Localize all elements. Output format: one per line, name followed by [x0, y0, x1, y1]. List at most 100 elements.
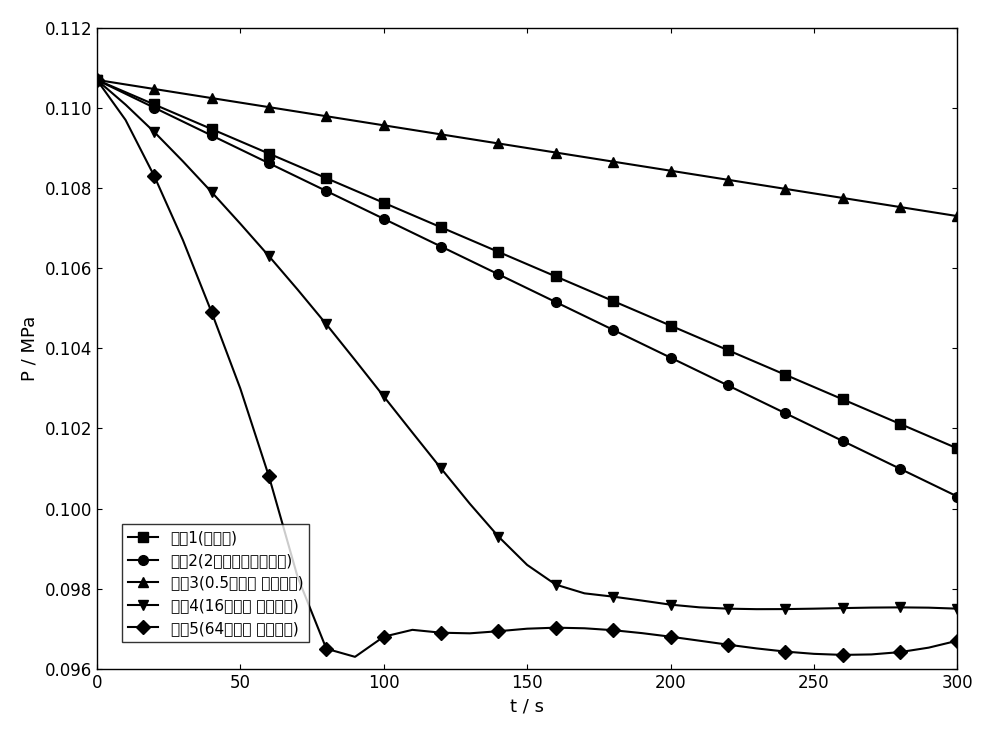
工况3(0.5倍流量 流速不变): [837, 194, 849, 202]
工况5(64倍流量 流速不变): [90, 76, 102, 85]
工况3(0.5倍流量 流速不变): [177, 89, 189, 98]
工况5(64倍流量 流速不变): [492, 627, 504, 636]
工况5(64倍流量 流速不变): [750, 644, 762, 653]
工况4(16倍流量 流速不变): [837, 604, 849, 612]
工况4(16倍流量 流速不变): [922, 604, 934, 612]
工况2(2倍流量　流速不变): [291, 173, 303, 182]
工况2(2倍流量　流速不变): [636, 339, 648, 348]
工况4(16倍流量 流速不变): [550, 580, 562, 589]
工况1(对照组): [407, 210, 418, 219]
工况4(16倍流量 流速不变): [464, 499, 476, 508]
工况1(对照组): [521, 260, 533, 269]
工况4(16倍流量 流速不变): [435, 464, 447, 473]
工况4(16倍流量 流速不变): [579, 589, 590, 598]
工况2(2倍流量　流速不变): [837, 436, 849, 445]
工况3(0.5倍流量 流速不变): [922, 207, 934, 216]
工况3(0.5倍流量 流速不变): [722, 175, 734, 184]
工况2(2倍流量　流速不变): [235, 145, 247, 154]
工况3(0.5倍流量 流速不变): [90, 76, 102, 85]
工况5(64倍流量 流速不变): [693, 636, 705, 645]
工况4(16倍流量 流速不变): [722, 604, 734, 613]
工况5(64倍流量 流速不变): [407, 626, 418, 634]
工况3(0.5倍流量 流速不变): [320, 112, 332, 121]
工况1(对照组): [263, 149, 275, 158]
工况1(对照组): [90, 76, 102, 85]
工况1(对照组): [291, 161, 303, 170]
工况2(2倍流量　流速不变): [263, 159, 275, 168]
工况4(16倍流量 流速不变): [779, 605, 791, 614]
工况4(16倍流量 流速不变): [521, 561, 533, 570]
工况2(2倍流量　流速不变): [665, 353, 677, 362]
工况1(对照组): [464, 236, 476, 244]
工况4(16倍流量 流速不变): [349, 355, 361, 364]
工况2(2倍流量　流速不变): [492, 270, 504, 279]
工况1(对照组): [808, 383, 820, 392]
工况5(64倍流量 流速不变): [320, 644, 332, 653]
工况2(2倍流量　流速不变): [808, 422, 820, 431]
工况2(2倍流量　流速不变): [579, 311, 590, 320]
工况3(0.5倍流量 流速不变): [378, 121, 390, 130]
工况3(0.5倍流量 流速不变): [636, 162, 648, 171]
工况5(64倍流量 流速不变): [464, 629, 476, 637]
工况5(64倍流量 流速不变): [837, 651, 849, 659]
工况3(0.5倍流量 流速不变): [235, 98, 247, 107]
工况1(对照组): [550, 272, 562, 281]
工况3(0.5倍流量 流速不变): [693, 171, 705, 180]
工况3(0.5倍流量 流速不变): [521, 144, 533, 152]
工况1(对照组): [579, 284, 590, 293]
工况1(对照组): [177, 113, 189, 121]
工况3(0.5倍流量 流速不变): [206, 93, 218, 102]
工况1(对照组): [235, 137, 247, 146]
工况3(0.5倍流量 流速不变): [665, 166, 677, 175]
工况4(16倍流量 流速不变): [636, 596, 648, 605]
工况3(0.5倍流量 流速不变): [349, 116, 361, 125]
工况4(16倍流量 流速不变): [693, 603, 705, 612]
工况1(对照组): [722, 346, 734, 355]
工况1(对照组): [779, 370, 791, 379]
工况5(64倍流量 流速不变): [636, 629, 648, 637]
工况5(64倍流量 流速不变): [894, 648, 906, 657]
工况5(64倍流量 流速不变): [521, 624, 533, 633]
工况1(对照组): [837, 395, 849, 404]
工况1(对照组): [349, 186, 361, 195]
工况5(64倍流量 流速不变): [722, 640, 734, 649]
工况4(16倍流量 流速不变): [607, 592, 619, 601]
X-axis label: t / s: t / s: [510, 697, 544, 715]
工况3(0.5倍流量 流速不变): [951, 212, 963, 221]
工况4(16倍流量 流速不变): [378, 392, 390, 401]
工况4(16倍流量 流速不变): [235, 219, 247, 228]
工况4(16倍流量 流速不变): [750, 605, 762, 614]
Line: 工况2(2倍流量　流速不变): 工况2(2倍流量 流速不变): [92, 75, 962, 501]
工况2(2倍流量　流速不变): [177, 117, 189, 126]
工况4(16倍流量 流速不变): [894, 603, 906, 612]
工况2(2倍流量　流速不变): [320, 187, 332, 196]
Line: 工况4(16倍流量 流速不变): 工况4(16倍流量 流速不变): [92, 75, 962, 614]
工况5(64倍流量 流速不变): [665, 632, 677, 641]
工况2(2倍流量　流速不变): [607, 325, 619, 334]
工况4(16倍流量 流速不变): [665, 601, 677, 609]
工况1(对照组): [607, 297, 619, 305]
工况2(2倍流量　流速不变): [866, 450, 878, 459]
工况3(0.5倍流量 流速不变): [750, 180, 762, 188]
工况1(对照组): [492, 247, 504, 256]
工况2(2倍流量　流速不变): [435, 242, 447, 251]
工况5(64倍流量 流速不变): [148, 171, 160, 180]
工况5(64倍流量 流速不变): [177, 236, 189, 244]
工况2(2倍流量　流速不变): [464, 256, 476, 265]
工况2(2倍流量　流速不变): [779, 408, 791, 417]
工况2(2倍流量　流速不变): [90, 76, 102, 85]
工况1(对照组): [148, 100, 160, 109]
Line: 工况1(对照组): 工况1(对照组): [92, 75, 962, 453]
工况3(0.5倍流量 流速不变): [808, 189, 820, 198]
工况5(64倍流量 流速不变): [291, 573, 303, 581]
工况5(64倍流量 流速不变): [206, 308, 218, 316]
工况2(2倍流量　流速不变): [148, 103, 160, 112]
工况5(64倍流量 流速不变): [579, 624, 590, 633]
工况1(对照组): [750, 358, 762, 367]
工况2(2倍流量　流速不变): [922, 478, 934, 487]
工况4(16倍流量 流速不变): [291, 286, 303, 294]
工况5(64倍流量 流速不变): [922, 643, 934, 652]
工况2(2倍流量　流速不变): [407, 228, 418, 237]
Line: 工况3(0.5倍流量 流速不变): 工况3(0.5倍流量 流速不变): [92, 75, 962, 221]
工况4(16倍流量 流速不变): [492, 532, 504, 541]
